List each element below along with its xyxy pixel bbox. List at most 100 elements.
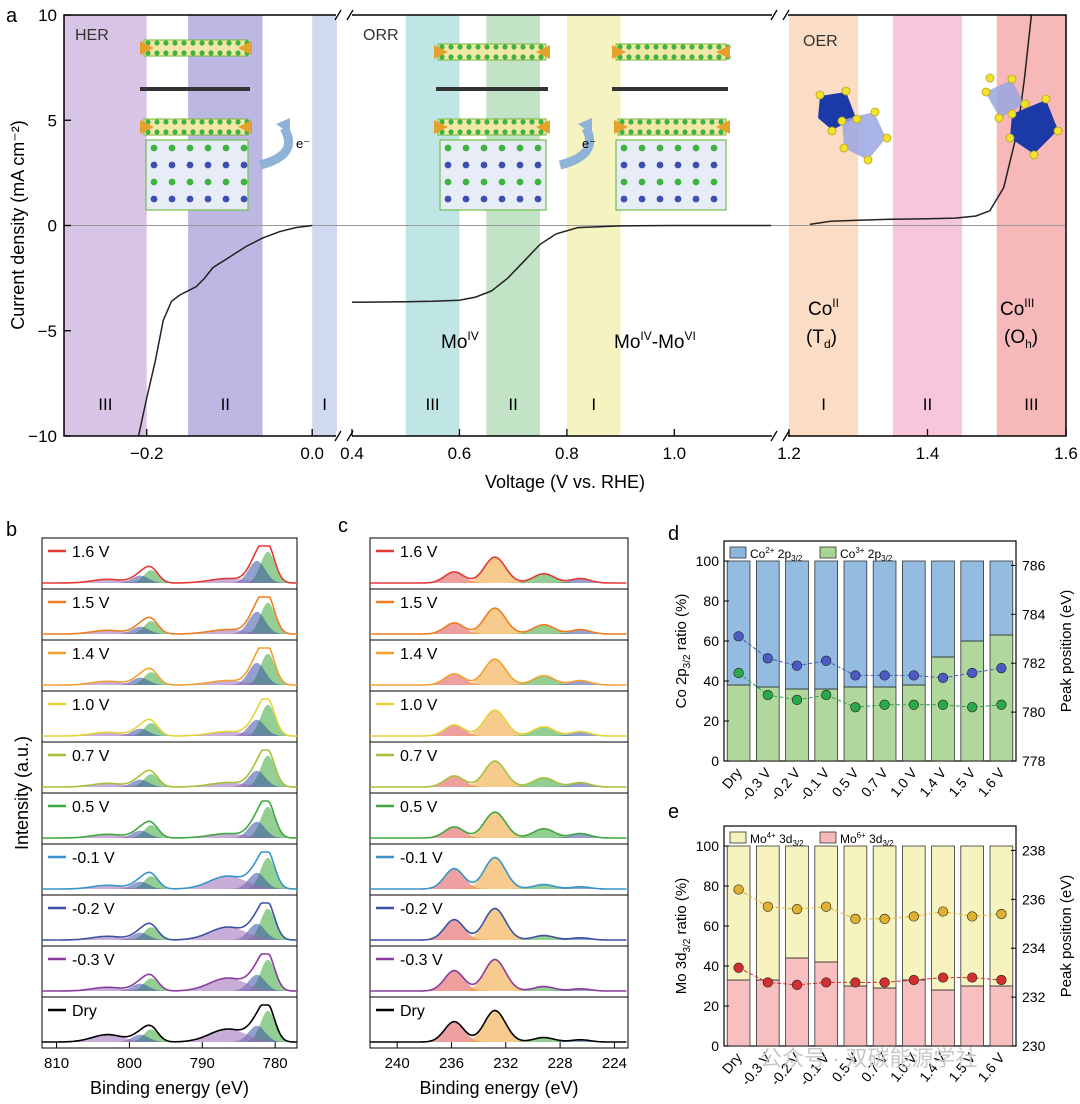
axis-break-mark (782, 9, 790, 21)
atom (700, 129, 706, 135)
label-c: c (338, 515, 348, 537)
fit-component (42, 1029, 297, 1042)
fit-component (42, 579, 297, 583)
spectrum-envelope (370, 811, 627, 839)
peak-marker (996, 663, 1007, 674)
peak-marker (762, 901, 773, 912)
y-tick-label: −5 (38, 322, 57, 341)
atom (150, 178, 158, 186)
atom (222, 144, 230, 152)
bar-segment (756, 845, 780, 981)
atom (217, 40, 223, 46)
atom (181, 40, 187, 46)
edge-atom (612, 45, 626, 59)
atom (628, 129, 634, 135)
peak-marker (908, 699, 919, 710)
spectrum-envelope (42, 902, 297, 941)
atom (204, 195, 212, 203)
fit-component (370, 761, 628, 787)
atom (664, 119, 670, 125)
atom (646, 129, 652, 135)
fit-component (370, 629, 628, 634)
bar-segment (989, 985, 1014, 1047)
edge-atom (434, 120, 448, 134)
category-label: -0.1 V (796, 764, 833, 803)
sulfur-atom (839, 143, 849, 153)
atom (707, 44, 713, 50)
atom (534, 144, 542, 152)
legend-swatch (819, 831, 837, 844)
atom (646, 119, 652, 125)
atom (644, 54, 650, 60)
fit-component (42, 732, 297, 736)
edge-atom (238, 120, 252, 134)
atom (168, 144, 176, 152)
atom (498, 178, 506, 186)
atom (626, 44, 632, 50)
atom (656, 178, 664, 186)
y-tick-label: 0 (48, 217, 57, 236)
legend-label: Co3+ 2p3/2 (840, 546, 893, 563)
atom (516, 178, 524, 186)
electron-arrow-head (578, 118, 592, 134)
atom (190, 40, 196, 46)
spectrum-label: 1.6 V (72, 544, 110, 561)
y-tick-label: 20 (703, 713, 719, 729)
atom (689, 44, 695, 50)
atom (502, 119, 508, 125)
fit-component (42, 611, 297, 634)
fit-component (42, 782, 297, 787)
spectrum-label: -0.2 V (400, 901, 443, 918)
sulfur-atom (827, 126, 837, 136)
fit-component (370, 908, 628, 940)
atom (617, 44, 623, 50)
atom (186, 144, 194, 152)
atom (617, 54, 623, 60)
atom (480, 178, 488, 186)
atom (498, 195, 506, 203)
atom (635, 54, 641, 60)
atom (520, 129, 526, 135)
y2-tick-label: 232 (1022, 989, 1046, 1005)
edge-atom (716, 120, 730, 134)
edge-atom (614, 120, 628, 134)
bar-segment (843, 686, 868, 762)
category-label: 0.7 V (858, 764, 892, 800)
atom (208, 50, 214, 56)
region-label: I (322, 395, 327, 414)
y-tick-label: 80 (703, 878, 719, 894)
atom (619, 129, 625, 135)
mo-iv-label: MoIV (441, 329, 479, 353)
y-tick-label: 100 (696, 553, 720, 569)
y-axis-title: Intensity (a.u.) (12, 736, 32, 850)
axis-break-mark (346, 9, 354, 21)
octahedron-co-iii (985, 80, 1024, 118)
atom (480, 195, 488, 203)
spectrum-label: 1.5 V (72, 595, 110, 612)
spectrum-envelope (42, 800, 297, 839)
atom (656, 195, 664, 203)
peak-marker (996, 908, 1007, 920)
atom (638, 161, 646, 169)
atom (502, 129, 508, 135)
edge-atom (716, 45, 730, 59)
spectrum-label: 1.4 V (72, 646, 110, 663)
atom (628, 119, 634, 125)
atom (475, 129, 481, 135)
atom (626, 54, 632, 60)
bar-segment (960, 640, 984, 762)
atom (154, 129, 160, 135)
mo-iv-vi-label: MoIV-MoVI (614, 329, 696, 353)
curve-her (137, 224, 313, 437)
atom (448, 119, 454, 125)
atom (664, 129, 670, 135)
y2-axis-title: Peak position (eV) (1058, 875, 1075, 998)
bar-segment (726, 979, 751, 1047)
x-tick-label: 236 (439, 1055, 464, 1072)
atom (498, 161, 506, 169)
fit-component (370, 857, 628, 889)
y2-tick-label: 784 (1022, 606, 1046, 622)
atom (520, 44, 526, 50)
spectrum-envelope (370, 958, 627, 992)
peak-marker (996, 699, 1007, 710)
